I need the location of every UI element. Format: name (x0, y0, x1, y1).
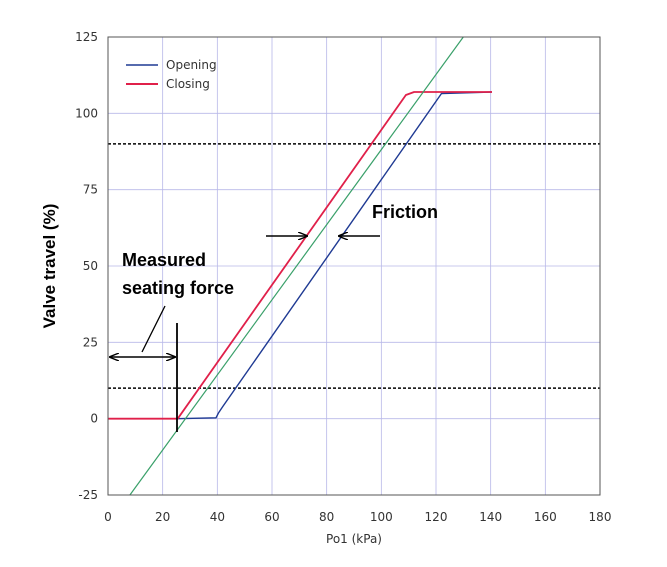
annotation-seating-line1: Measured (122, 250, 206, 270)
y-tick-label: 50 (83, 259, 98, 273)
x-tick-label: 60 (264, 510, 279, 524)
series-line-reference (129, 36, 464, 496)
y-tick-labels: -25 0 25 50 75 100 125 (75, 30, 98, 502)
x-tick-label: 180 (589, 510, 612, 524)
reference-lines (108, 143, 600, 389)
x-tick-label: 100 (370, 510, 393, 524)
x-tick-label: 140 (479, 510, 502, 524)
legend-label-opening: Opening (166, 58, 217, 72)
x-tick-label: 20 (155, 510, 170, 524)
y-tick-label: 25 (83, 335, 98, 349)
seating-leader-line (141, 305, 166, 353)
legend-label-closing: Closing (166, 77, 210, 91)
y-tick-label: -25 (78, 488, 98, 502)
x-tick-label: 80 (319, 510, 334, 524)
x-tick-label: 0 (104, 510, 112, 524)
plot-frame (107, 36, 601, 496)
annotation-seating-line2: seating force (122, 278, 234, 298)
y-axis-label: Valve travel (%) (40, 204, 59, 329)
y-tick-label: 100 (75, 106, 98, 120)
x-tick-label: 160 (534, 510, 557, 524)
y-tick-label: 0 (90, 412, 98, 426)
y-tick-label: 125 (75, 30, 98, 44)
x-axis-label: Po1 (kPa) (326, 532, 382, 546)
annotation-friction: Friction (372, 202, 438, 222)
x-tick-labels: 0 20 40 60 80 100 120 140 160 180 (104, 510, 611, 524)
y-tick-label: 75 (83, 183, 98, 197)
series-line-closing (108, 91, 492, 420)
legend: Opening Closing (126, 58, 217, 91)
x-tick-label: 40 (210, 510, 225, 524)
x-tick-label: 120 (425, 510, 448, 524)
